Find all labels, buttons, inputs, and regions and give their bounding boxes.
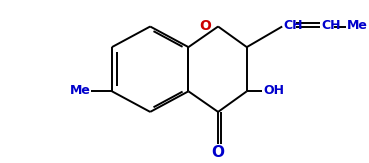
Text: CH: CH bbox=[321, 19, 341, 32]
Text: Me: Me bbox=[347, 19, 368, 32]
Text: CH: CH bbox=[283, 19, 303, 32]
Text: O: O bbox=[211, 145, 225, 160]
Text: OH: OH bbox=[263, 84, 284, 97]
Text: Me: Me bbox=[69, 84, 90, 97]
Text: O: O bbox=[199, 19, 211, 33]
